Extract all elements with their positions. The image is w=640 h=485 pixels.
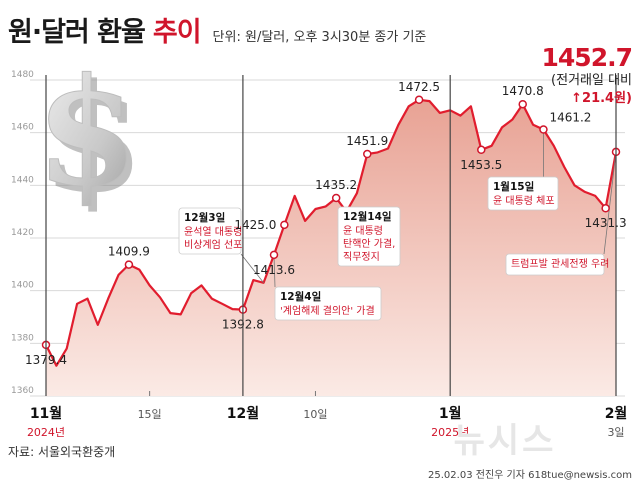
annotation-text: '계엄해제 결의안' 가결 (280, 304, 375, 317)
annotation-text: 윤석열 대통령 (184, 226, 242, 238)
data-point-marker (269, 250, 279, 260)
newsis-watermark: 뉴시스 (454, 421, 557, 461)
annotation: 트럼프발 관세전쟁 우려 (505, 151, 617, 276)
annotation-text: 탄핵안 가결, (343, 238, 395, 250)
annotation: 12월4일'계엄해제 결의안' 가결 (273, 254, 382, 321)
annotation-box (337, 206, 401, 267)
data-label: 1413.6 (253, 263, 295, 277)
svg-text:뉴시스: 뉴시스 (454, 421, 557, 461)
annotation-box (487, 176, 559, 211)
data-point-marker (477, 145, 486, 155)
x-tick-label: 10일 (303, 407, 327, 421)
data-point-marker (518, 99, 527, 109)
latest-change: ↑21.4원) (571, 91, 632, 106)
latest-value: 1452.7 (541, 43, 633, 72)
y-axis-labels: 1360 1380 1400 1420 1440 1460 1480 (11, 70, 34, 396)
annotation-date: 12월3일 (184, 211, 225, 224)
x-tick-label: 11월 (30, 405, 62, 422)
data-label: 1451.9 (346, 134, 388, 148)
dollar-sign-icon: $ $ (35, 45, 145, 226)
data-point-marker (331, 193, 341, 203)
series-area (46, 99, 616, 397)
data-point-marker (124, 260, 134, 269)
data-point-marker (601, 203, 610, 213)
annotation-date: 12월4일 (280, 290, 321, 303)
data-point-marker (414, 95, 424, 104)
data-label: 1409.9 (108, 245, 150, 259)
x-tick-label: 1월 (439, 405, 462, 422)
y-tick-label: 1460 (11, 123, 34, 133)
data-label: 1425.0 (234, 218, 276, 232)
y-tick-label: 1400 (11, 281, 34, 291)
y-tick-label: 1420 (11, 228, 34, 238)
data-label: 1453.5 (460, 158, 502, 172)
chart-title-accent: 추이 (152, 17, 202, 48)
data-label: 1472.5 (398, 80, 440, 94)
x-tick-label: 15일 (138, 407, 162, 421)
data-label: 1461.2 (549, 111, 591, 125)
annotation-box (505, 253, 605, 276)
data-point-marker (539, 125, 548, 134)
annotation-text: 트럼프발 관세전쟁 우려 (511, 257, 609, 270)
svg-text:$: $ (42, 51, 145, 225)
annotation-leader (603, 151, 617, 255)
x-tick-sublabel: 2024년 (27, 426, 65, 439)
annotation-box (274, 286, 382, 321)
title-bar: 원·달러 환율 추이 단위: 원/달러, 오후 3시30분 종가 기준 (8, 10, 426, 49)
y-tick-label: 1480 (11, 70, 34, 80)
annotation-date: 12월14일 (343, 210, 392, 223)
source-note: 자료: 서울외국환중개 (8, 445, 116, 459)
latest-caption: (전거래일 대비 (551, 73, 632, 88)
annotation-text: 윤 대통령 체포 (493, 195, 555, 207)
svg-text:$: $ (36, 45, 139, 219)
annotation-box (178, 207, 242, 255)
data-label: 1435.2 (315, 178, 357, 192)
data-label: 1470.8 (502, 84, 544, 98)
y-tick-label: 1360 (11, 386, 34, 396)
data-point-marker (280, 220, 289, 230)
annotation-text: 직무정지 (343, 251, 380, 263)
x-tick-sublabel: 3일 (607, 425, 624, 439)
annotation-text: 비상계엄 선포 (184, 239, 242, 251)
chart-unit: 단위: 원/달러, 오후 3시30분 종가 기준 (212, 30, 427, 45)
annotation-leader (273, 254, 276, 288)
y-tick-label: 1380 (11, 333, 34, 343)
y-tick-label: 1440 (11, 175, 34, 185)
x-tick-label: 2월 (605, 405, 628, 422)
data-point-marker (363, 149, 372, 159)
data-label: 1431.3 (585, 216, 627, 230)
chart-title: 원·달러 환율 (8, 17, 146, 48)
annotation-date: 1월15일 (493, 180, 534, 193)
x-tick-sublabel: 2025년 (431, 426, 469, 439)
annotation-text: 윤 대통령 (343, 225, 383, 237)
x-tick-label: 12월 (227, 405, 259, 422)
latest-value-box: 1452.7 (전거래일 대비 ↑21.4원) (541, 43, 633, 108)
credit-line: 25.02.03 전진우 기자 618tue@newsis.com (428, 470, 632, 481)
x-axis: 11월 2024년 15일 12월 10일 1월 2025년 2월 3일 (27, 75, 627, 439)
annotation-leader (240, 253, 264, 284)
